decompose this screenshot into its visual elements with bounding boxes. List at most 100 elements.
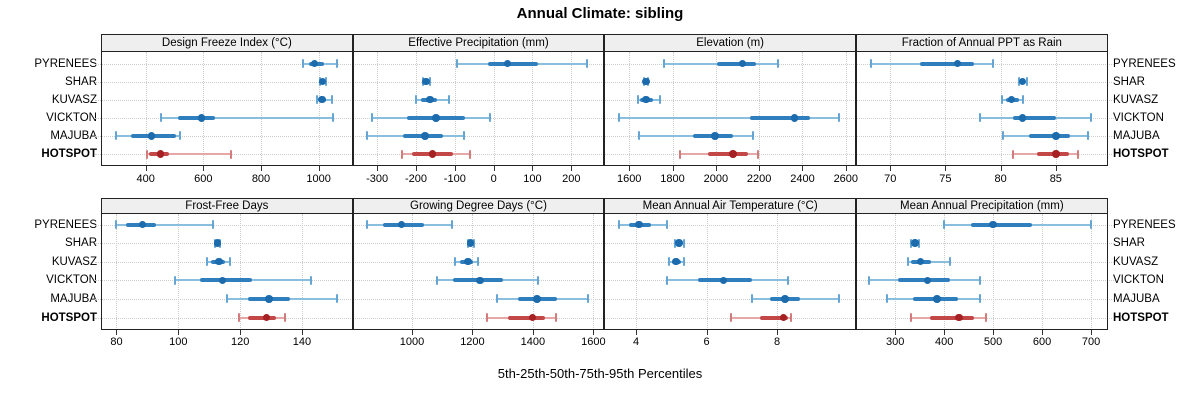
axis-tick-label: 140	[292, 336, 312, 348]
cap-95th	[777, 59, 780, 68]
row-guide-line	[95, 63, 353, 65]
cap-95th	[447, 95, 450, 105]
cap-5th	[678, 149, 681, 159]
axis-tick	[411, 329, 413, 335]
gridline-vertical	[240, 214, 242, 330]
axis-tick-label: 4	[632, 336, 640, 348]
row-label-left-majuba: MAJUBA	[50, 292, 97, 305]
whisker-5-95	[618, 116, 840, 119]
panel-border	[856, 214, 1108, 330]
axis-tick-label: 6	[703, 336, 710, 348]
row-label-left-majuba: MAJUBA	[50, 129, 97, 142]
cap-95th	[554, 313, 557, 322]
axis-tick	[895, 329, 897, 335]
box-25-75	[1029, 133, 1071, 138]
panel-strip: Effective Precipitation (mm)	[352, 33, 605, 52]
panel-border	[352, 214, 605, 330]
axis-tick	[116, 329, 118, 335]
gridline-vertical	[636, 214, 638, 330]
row-label-right-pyrenees: PYRENEES	[1113, 57, 1176, 70]
axis-tick	[145, 166, 147, 171]
row-label-right-kuvasz: KUVASZ	[1113, 255, 1159, 268]
axis-tick	[890, 166, 892, 171]
gridline-vertical	[145, 52, 147, 166]
gridline-vertical	[301, 214, 303, 330]
box-25-75	[488, 61, 539, 66]
axis-tick	[454, 166, 456, 171]
gridline-vertical	[777, 214, 779, 330]
median-dot	[933, 295, 941, 303]
cap-95th	[786, 275, 789, 285]
gridline-vertical	[845, 52, 847, 166]
gridline-vertical	[493, 52, 495, 166]
row-guide-line	[604, 317, 856, 319]
cap-95th	[790, 313, 793, 322]
panel-strip-title: Design Freeze Index (°C)	[161, 36, 292, 49]
cap-5th	[415, 95, 418, 105]
axis-tick	[715, 166, 717, 171]
axis-tick	[493, 166, 495, 171]
median-dot	[265, 295, 273, 303]
median-dot	[397, 220, 406, 229]
box-25-75	[1012, 115, 1056, 120]
cap-5th	[978, 113, 981, 123]
row-guide-line	[95, 317, 353, 319]
axis-tick-label: 800	[251, 172, 271, 185]
cap-5th	[943, 220, 946, 229]
axis-tick-label: 2000	[703, 172, 729, 185]
box-25-75	[750, 115, 811, 120]
gridline-vertical	[532, 214, 534, 330]
gridline-vertical	[411, 214, 413, 330]
median-dot	[428, 150, 437, 158]
cap-5th	[637, 131, 640, 141]
axis-tick-label: 700	[1081, 336, 1101, 348]
box-25-75	[177, 115, 215, 120]
cap-95th	[918, 238, 921, 248]
axis-tick	[845, 166, 847, 171]
median-dot	[642, 95, 650, 104]
median-dot	[147, 132, 156, 140]
axis-tick-label: 100	[169, 336, 188, 348]
axis-tick	[377, 166, 379, 171]
axis-tick	[240, 329, 242, 335]
cap-5th	[453, 257, 456, 267]
axis-tick-label: 200	[562, 172, 581, 185]
axis-tick	[629, 166, 631, 171]
cap-95th	[325, 77, 328, 87]
row-label-left-vickton: VICKTON	[46, 274, 97, 287]
axis-tick-label: -300	[366, 172, 389, 185]
cap-95th	[751, 131, 754, 141]
axis-tick-label: 300	[885, 336, 905, 348]
median-dot	[215, 257, 223, 266]
gridline-vertical	[415, 52, 417, 166]
cap-5th	[486, 313, 489, 322]
row-label-left-pyrenees: PYRENEES	[34, 57, 97, 70]
cap-5th	[1000, 95, 1003, 105]
cap-95th	[665, 220, 668, 229]
axis-tick	[472, 329, 474, 335]
row-guide-line	[352, 224, 605, 226]
cap-95th	[979, 294, 982, 304]
median-dot	[953, 59, 962, 68]
cap-95th	[1090, 220, 1093, 229]
row-guide-line	[604, 81, 856, 83]
cap-95th	[332, 113, 335, 123]
whisker-5-95	[115, 223, 214, 226]
gridline-vertical	[203, 52, 205, 166]
median-dot	[476, 276, 484, 285]
median-dot	[1018, 77, 1027, 86]
gridline-vertical	[672, 52, 674, 166]
cap-95th	[984, 313, 987, 322]
gridline-vertical	[532, 52, 534, 166]
cap-5th	[730, 313, 733, 322]
median-dot	[955, 313, 963, 322]
cap-5th	[436, 275, 439, 285]
axis-tick-label: 1600	[581, 336, 606, 348]
cap-95th	[756, 149, 759, 159]
row-label-left-kuvasz: KUVASZ	[51, 255, 97, 268]
gridline-vertical	[993, 214, 995, 330]
row-label-right-majuba: MAJUBA	[1113, 129, 1160, 142]
axis-tick-label: 2600	[833, 172, 859, 185]
median-dot	[533, 295, 541, 303]
